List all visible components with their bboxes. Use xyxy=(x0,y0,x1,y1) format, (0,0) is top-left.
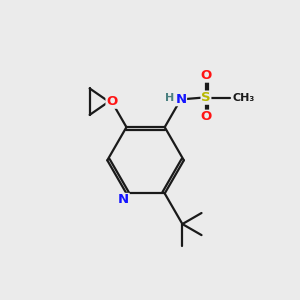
Text: S: S xyxy=(201,91,211,104)
Text: O: O xyxy=(200,110,211,123)
Text: N: N xyxy=(176,93,187,106)
Text: N: N xyxy=(118,194,129,206)
Text: O: O xyxy=(106,95,117,108)
Text: H: H xyxy=(165,93,174,103)
Text: CH₃: CH₃ xyxy=(232,93,255,103)
Text: O: O xyxy=(200,69,211,82)
